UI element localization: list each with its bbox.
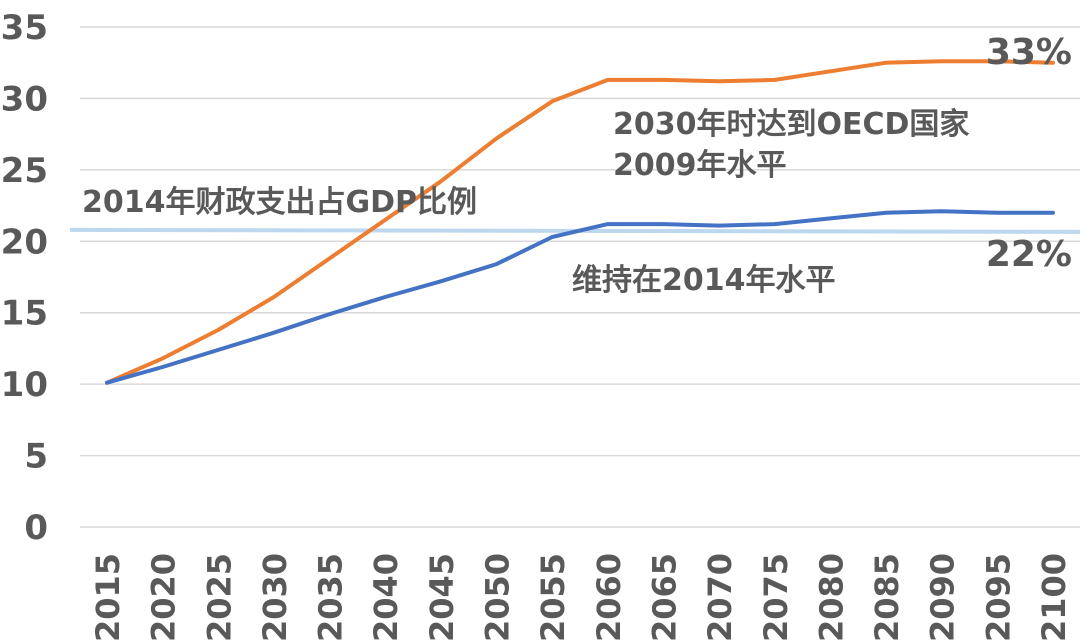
y-tick-label: 0 — [24, 508, 48, 548]
orange-annotation-line-1: 2030年时达到OECD国家 — [613, 107, 969, 142]
x-axis-ticks: 2015 2020 2025 2030 2035 2040 2045 2050 2055 2060… — [89, 553, 1073, 642]
x-tick-label: 2060 — [590, 553, 628, 642]
x-tick-label: 2020 — [145, 553, 183, 642]
x-tick-label: 2035 — [312, 553, 350, 642]
y-tick-label: 10 — [1, 365, 48, 405]
y-axis-ticks: 0 5 10 15 20 25 30 35 — [1, 8, 48, 548]
series-line-blue — [105, 209, 1055, 385]
x-tick-label: 2075 — [757, 553, 795, 642]
x-tick-label: 2045 — [423, 553, 461, 642]
reference-annotation: 2014年财政支出占GDP比例 — [82, 185, 477, 220]
x-tick-label: 2015 — [89, 553, 127, 642]
x-tick-label: 2050 — [479, 553, 517, 642]
x-tick-label: 2085 — [868, 553, 906, 642]
y-tick-label: 25 — [1, 151, 48, 191]
x-tick-label: 2025 — [200, 553, 238, 642]
y-tick-label: 15 — [1, 294, 48, 334]
x-tick-label: 2090 — [924, 553, 962, 642]
series-group — [105, 59, 1055, 385]
blue-end-label: 22% — [986, 234, 1072, 275]
x-tick-label: 2030 — [256, 553, 294, 642]
x-tick-label: 2065 — [645, 553, 683, 642]
series-line-orange — [105, 59, 1055, 385]
x-tick-label: 2040 — [367, 553, 405, 642]
y-tick-label: 35 — [1, 8, 48, 48]
blue-annotation: 维持在2014年水平 — [572, 263, 836, 298]
orange-end-label: 33% — [986, 32, 1072, 73]
y-tick-label: 5 — [24, 437, 48, 477]
x-tick-label: 2100 — [1035, 553, 1073, 642]
y-tick-label: 20 — [1, 222, 48, 262]
x-tick-label: 2070 — [701, 553, 739, 642]
y-tick-label: 30 — [1, 79, 48, 119]
x-tick-label: 2055 — [534, 553, 572, 642]
x-tick-label: 2095 — [979, 553, 1017, 642]
x-tick-label: 2080 — [812, 553, 850, 642]
orange-annotation-line-2: 2009年水平 — [613, 148, 787, 183]
